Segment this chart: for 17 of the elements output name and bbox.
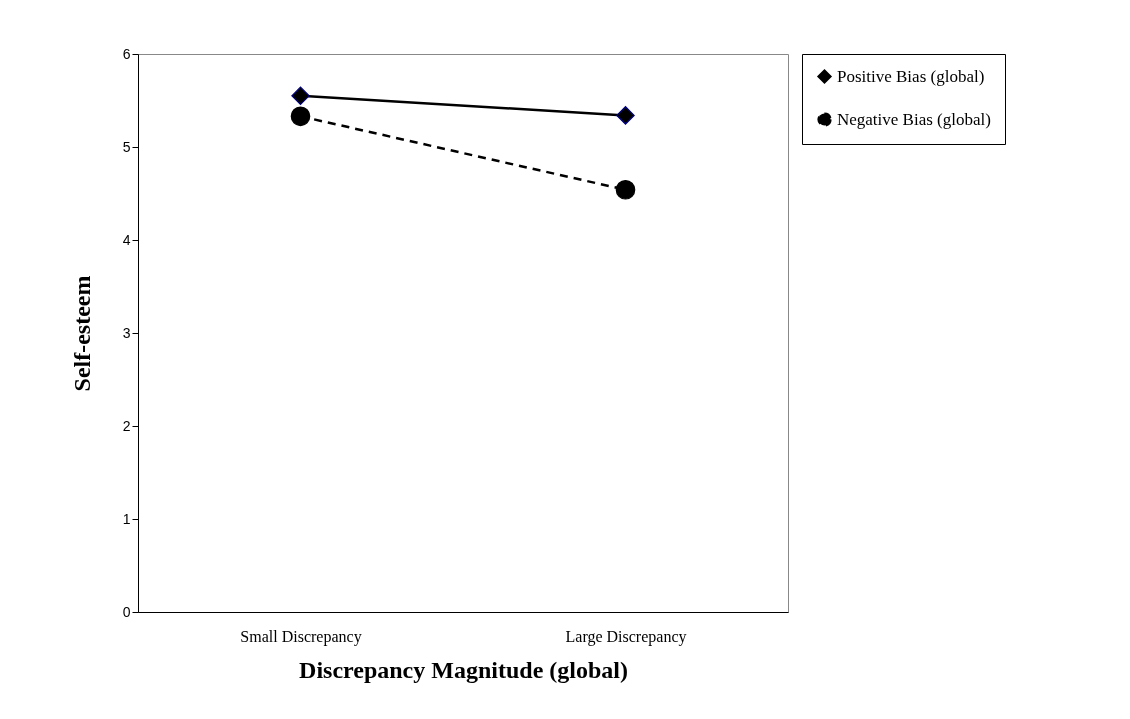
y-tick-label: 0 — [122, 603, 131, 620]
y-tick-label: 3 — [122, 324, 131, 341]
point — [290, 106, 311, 127]
y-tick-label: 2 — [122, 417, 131, 434]
point — [615, 179, 636, 200]
point — [616, 106, 635, 125]
legend-label: Positive Bias (global) — [837, 66, 985, 86]
x-tick-label: Large Discrepancy — [565, 627, 687, 646]
x-axis-title: Discrepancy Magnitude (global) — [299, 656, 628, 683]
y-tick-label: 5 — [122, 138, 131, 155]
legend-label: Negative Bias (global) — [837, 109, 991, 129]
y-tick-label: 4 — [122, 231, 131, 248]
x-tick-label: Small Discrepancy — [240, 627, 362, 646]
y-tick-label: 6 — [122, 45, 131, 62]
y-axis-title: Self-esteem — [68, 275, 95, 392]
point — [291, 86, 310, 106]
y-tick-label: 1 — [122, 510, 131, 527]
